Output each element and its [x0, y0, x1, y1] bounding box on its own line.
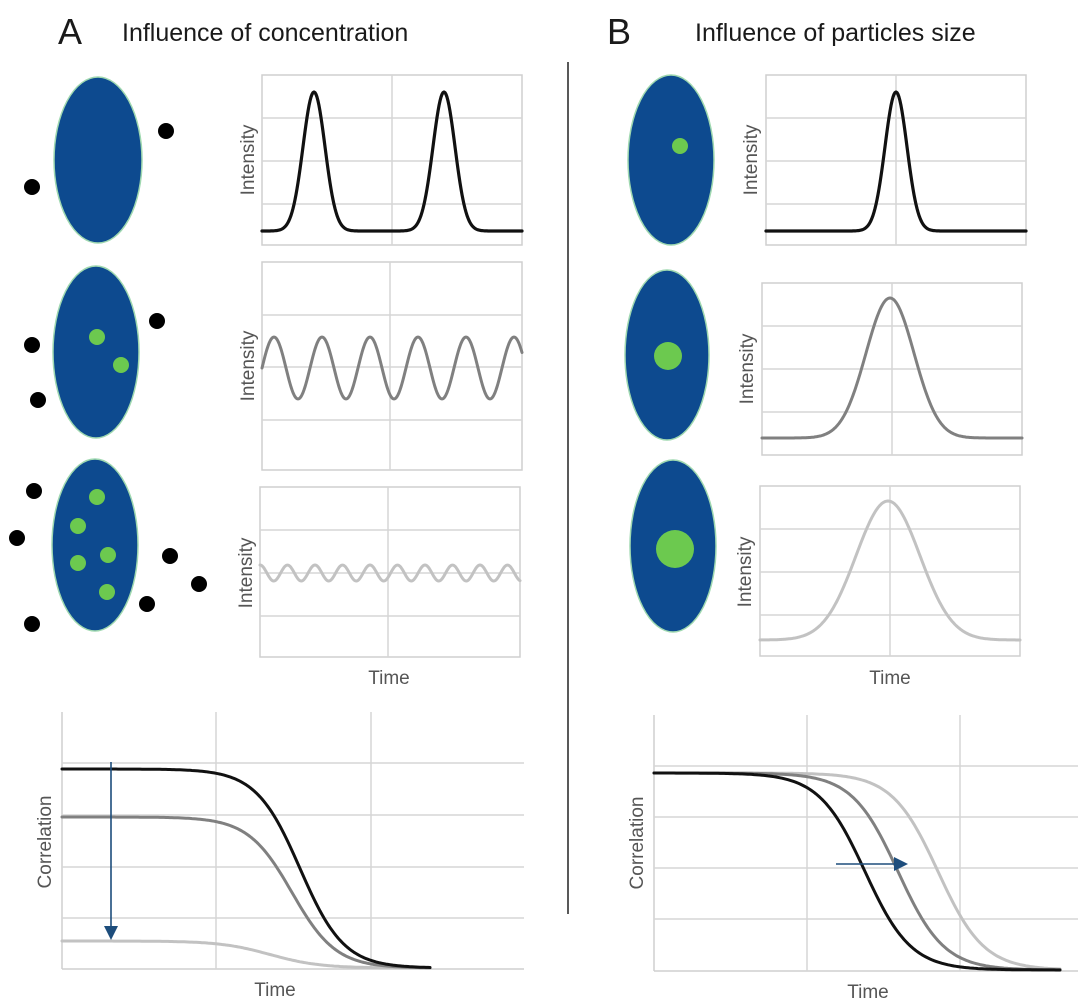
inside-particle	[89, 329, 105, 345]
intensity-curve	[764, 90, 1028, 233]
cell-a2	[24, 265, 165, 439]
x-axis-label: Time	[869, 668, 911, 689]
outside-particle	[26, 483, 42, 499]
panel-a-title: Influence of concentration	[122, 19, 408, 47]
intensity-plot-a2: Intensity	[238, 261, 524, 471]
y-axis-label: Intensity	[238, 330, 259, 401]
correlation-curve-small-particles	[652, 771, 1062, 972]
cell-a1	[24, 76, 174, 244]
cell-body	[52, 265, 140, 439]
cell-body	[51, 458, 139, 632]
intensity-plot-b3: Intensity Time	[735, 485, 1022, 689]
intensity-curve	[258, 563, 522, 583]
outside-particle	[162, 548, 178, 564]
y-axis-label: Correlation	[35, 796, 56, 889]
inside-particle	[672, 138, 688, 154]
intensity-plot-a3: Intensity Time	[236, 486, 522, 689]
panel-b-title: Influence of particles size	[695, 19, 976, 47]
x-axis-label: Time	[368, 668, 410, 689]
correlation-plot-a: Correlation Time	[35, 712, 524, 1001]
outside-particle	[30, 392, 46, 408]
intensity-plot-b2: Intensity	[737, 282, 1024, 456]
outside-particle	[139, 596, 155, 612]
y-axis-label: Intensity	[737, 333, 758, 404]
outside-particle	[24, 179, 40, 195]
plot-frame	[261, 261, 523, 471]
inside-particle	[100, 547, 116, 563]
intensity-curve	[260, 335, 524, 401]
x-axis-label: Time	[847, 982, 889, 1001]
cell-a3	[9, 458, 207, 632]
intensity-curve	[760, 296, 1024, 440]
plot-frame	[259, 486, 521, 658]
intensity-curve	[758, 499, 1022, 642]
intensity-plot-a1: Intensity	[238, 74, 524, 246]
outside-particle	[149, 313, 165, 329]
right-arrow-icon	[836, 857, 908, 871]
outside-particle	[9, 530, 25, 546]
down-arrow-icon	[104, 762, 118, 940]
outside-particle	[24, 337, 40, 353]
cell-body	[627, 74, 715, 246]
cell-b1	[627, 74, 715, 246]
y-axis-label: Intensity	[741, 124, 762, 195]
panel-b-letter: B	[607, 11, 631, 52]
cell-body	[53, 76, 143, 244]
panel-a-letter: A	[58, 11, 82, 52]
x-axis-label: Time	[254, 980, 296, 1001]
y-axis-label: Intensity	[238, 124, 259, 195]
correlation-curve-low-concentration	[60, 767, 432, 969]
outside-particle	[24, 616, 40, 632]
cell-b2	[624, 269, 710, 441]
y-axis-label: Intensity	[236, 537, 257, 608]
intensity-plot-b1: Intensity	[741, 74, 1028, 246]
y-axis-label: Intensity	[735, 536, 756, 607]
correlation-curve-medium-particles	[652, 771, 1062, 972]
inside-particle	[654, 342, 682, 370]
cell-b3	[629, 459, 717, 633]
intensity-curve	[260, 90, 524, 233]
inside-particle	[70, 555, 86, 571]
inside-particle	[113, 357, 129, 373]
inside-particle	[89, 489, 105, 505]
outside-particle	[158, 123, 174, 139]
inside-particle	[656, 530, 694, 568]
inside-particle	[70, 518, 86, 534]
outside-particle	[191, 576, 207, 592]
inside-particle	[99, 584, 115, 600]
correlation-curve-medium-concentration	[60, 815, 432, 970]
correlation-plot-b: Correlation Time	[627, 715, 1078, 1001]
correlation-curve-high-concentration	[60, 939, 432, 970]
y-axis-label: Correlation	[627, 797, 648, 890]
